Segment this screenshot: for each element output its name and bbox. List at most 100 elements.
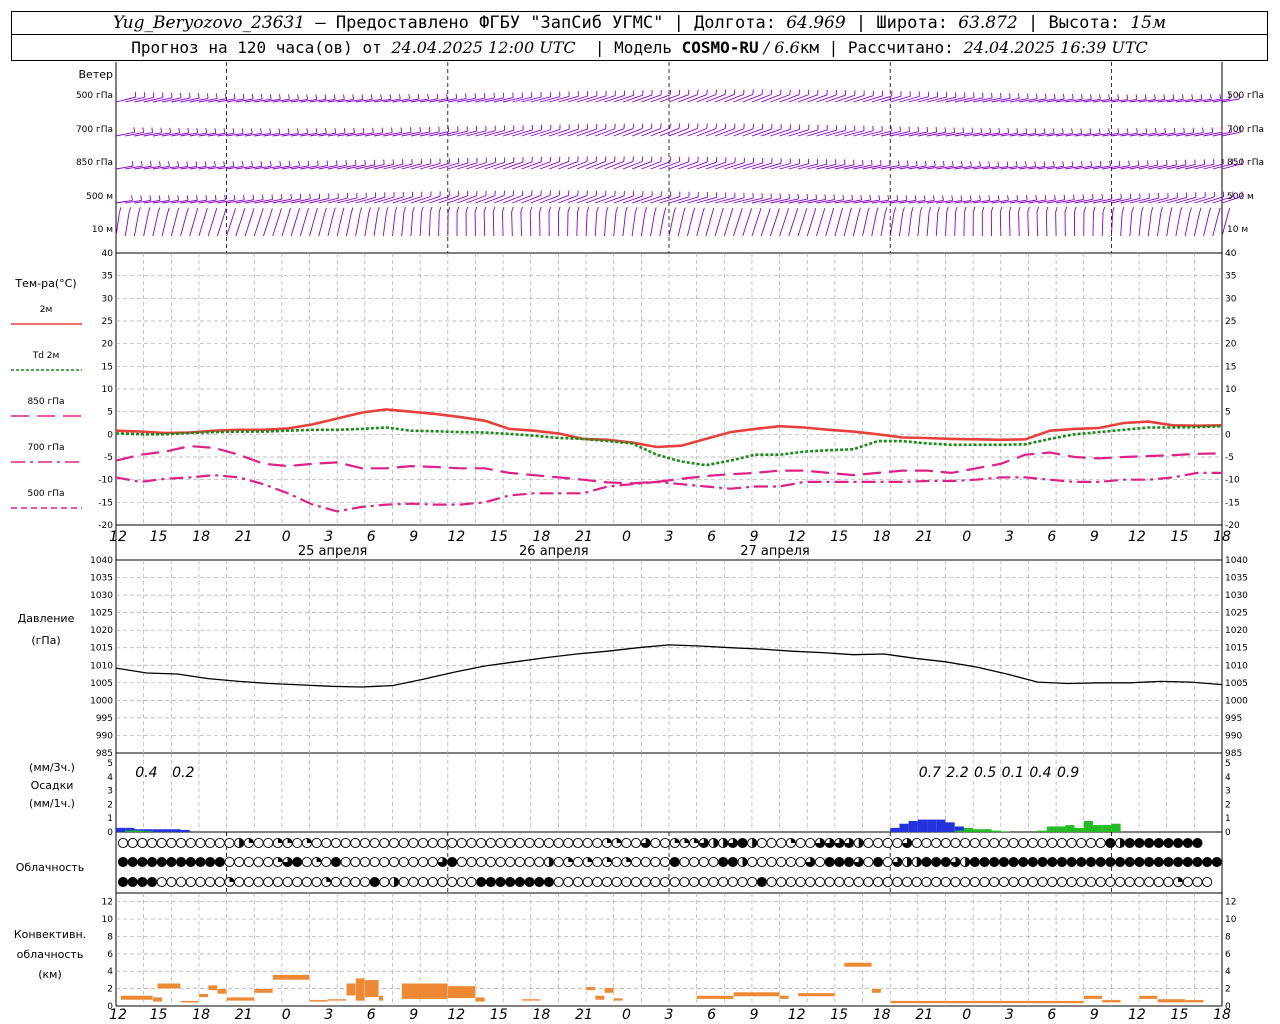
cloud-symbol <box>969 837 980 849</box>
wind-barb <box>945 132 964 137</box>
wind-barb-flag <box>797 193 799 199</box>
wind-barb <box>327 164 347 170</box>
wind-barb-flag <box>813 208 817 214</box>
cloud-symbol <box>1027 856 1038 868</box>
wind-barb <box>650 196 671 204</box>
wind-barb-flag <box>529 206 533 213</box>
wind-barb <box>724 128 745 137</box>
wind-barb <box>1074 165 1092 170</box>
wind-barb <box>816 129 837 137</box>
wind-barb-flag <box>224 208 227 214</box>
wind-barb-flag <box>196 195 198 201</box>
wind-barb <box>1129 212 1133 237</box>
wind-level-left: 500 гПа <box>76 91 113 101</box>
wind-barb <box>973 97 993 103</box>
wind-barb <box>724 94 744 103</box>
wind-barb <box>1037 165 1055 170</box>
cloud-symbol <box>485 876 496 888</box>
wind-barb-flag <box>915 160 918 166</box>
cloud-fill <box>1178 877 1183 882</box>
wind-barb <box>281 213 290 237</box>
cloud-symbol <box>1085 856 1097 868</box>
cloud-symbol <box>592 837 603 849</box>
wind-barb <box>410 98 429 103</box>
cloud-symbol <box>921 837 932 849</box>
cloud-symbol <box>476 856 487 868</box>
cloud-symbol <box>679 876 690 888</box>
cloud-symbol <box>1134 856 1145 868</box>
wind-barb <box>410 163 431 170</box>
wind-barb <box>428 212 431 237</box>
wind-barb <box>622 128 643 137</box>
wind-barb-flag <box>596 206 599 213</box>
y-tick-right: 2 <box>1225 985 1231 995</box>
latitude-value: 63.872 <box>958 13 1018 33</box>
cloud-fill <box>728 838 738 848</box>
cloud-symbol <box>1114 876 1126 888</box>
x-tick-label: 12 <box>109 1007 127 1023</box>
cloud-fill <box>805 857 815 867</box>
cloud-symbol <box>1008 876 1019 888</box>
wind-barb <box>1138 164 1158 170</box>
wind-barb <box>871 164 891 170</box>
wind-barb <box>1046 165 1064 170</box>
wind-barb-flag <box>333 207 336 213</box>
x-tick-label: 15 <box>490 1007 508 1023</box>
wind-barb-flag <box>822 207 826 214</box>
wind-barb <box>945 165 963 170</box>
wind-barb <box>1129 132 1147 137</box>
y-tick-left: 1010 <box>90 661 113 671</box>
precip-bar <box>1065 825 1075 832</box>
wind-barb <box>880 130 901 137</box>
wind-barb <box>880 165 900 170</box>
wind-barb-flag <box>702 207 705 214</box>
x-tick-label: 3 <box>324 1007 333 1023</box>
wind-barb <box>696 128 717 137</box>
wind-barb <box>1083 132 1101 137</box>
precip-tick-left: 0 <box>107 828 113 838</box>
wind-barb <box>917 199 935 204</box>
wind-barb <box>788 213 797 237</box>
wind-barb <box>447 195 468 204</box>
wind-barb <box>650 128 671 137</box>
cloud-fill <box>825 838 835 848</box>
cloud-symbol <box>379 856 390 868</box>
wind-barb <box>1148 164 1168 170</box>
precip-bar <box>1037 830 1047 832</box>
cloud-symbol <box>214 837 225 849</box>
wind-barb-flag <box>1137 160 1140 166</box>
conv-title-2: облачность <box>17 948 84 961</box>
precip-bar <box>180 829 190 832</box>
conv-bar <box>198 993 209 998</box>
precip-bar <box>1111 823 1121 832</box>
wind-barb <box>844 199 862 204</box>
wind-barb <box>456 97 476 103</box>
cloud-fill <box>902 838 912 848</box>
wind-barb <box>226 165 244 170</box>
wind-barb <box>760 213 770 237</box>
cloud-symbol <box>369 856 380 868</box>
wind-barb-flag <box>1009 93 1011 99</box>
precip-bar <box>963 827 974 832</box>
wind-barb-flag <box>1189 207 1192 213</box>
wind-barb-flag <box>924 160 927 166</box>
cloud-symbol <box>388 856 400 868</box>
wind-barb <box>549 128 570 137</box>
temp-legend-label: 2м <box>40 305 53 315</box>
wind-barb <box>576 195 597 204</box>
precip-label: 0.4 <box>1029 765 1051 781</box>
wind-barb <box>1212 131 1232 137</box>
wind-barb-flag <box>806 194 809 200</box>
cloud-symbol <box>176 837 187 849</box>
wind-barb-flag <box>997 195 1000 201</box>
wind-barb <box>337 98 354 103</box>
cloud-fill <box>326 877 331 882</box>
conv-bar <box>346 983 356 996</box>
x-tick-label: 9 <box>1090 529 1099 545</box>
wind-barb <box>761 198 781 204</box>
wind-barb-flag <box>167 207 170 213</box>
wind-barb <box>1037 132 1055 137</box>
wind-barb <box>567 161 588 170</box>
wind-barb <box>640 212 646 237</box>
cloud-symbol <box>747 876 758 888</box>
